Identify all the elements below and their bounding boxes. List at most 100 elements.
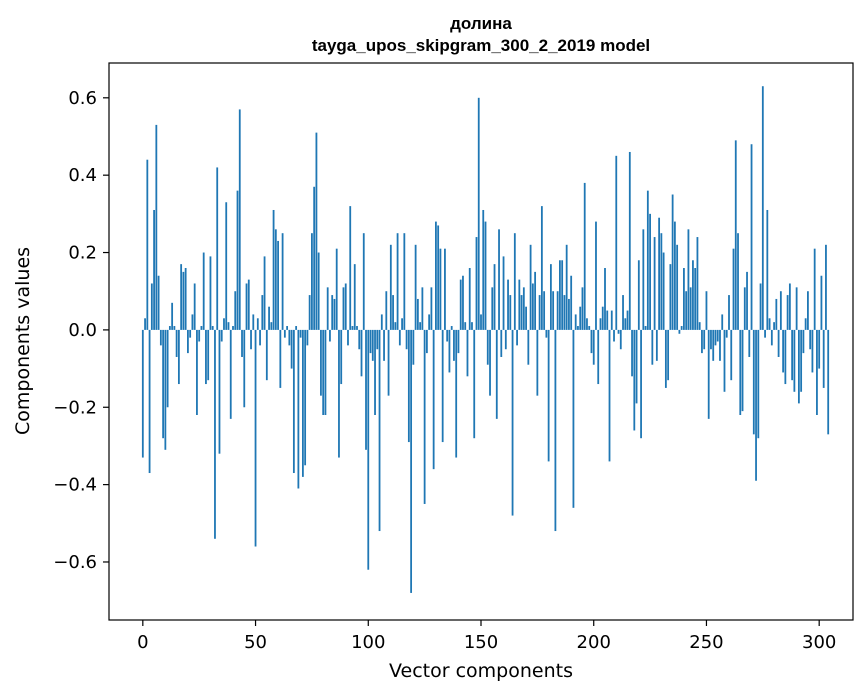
bar bbox=[270, 322, 273, 330]
bar bbox=[773, 322, 775, 330]
bar bbox=[184, 268, 187, 330]
bar bbox=[243, 329, 246, 408]
bar bbox=[703, 329, 706, 350]
bar bbox=[259, 329, 261, 346]
bar bbox=[795, 287, 798, 330]
bar bbox=[358, 329, 361, 350]
bar bbox=[477, 97, 480, 330]
bar bbox=[579, 306, 582, 330]
bar bbox=[311, 233, 313, 330]
bar bbox=[245, 283, 248, 330]
bar bbox=[286, 326, 289, 330]
bar bbox=[565, 244, 568, 330]
bar bbox=[435, 221, 437, 330]
bar bbox=[340, 329, 343, 385]
bar bbox=[608, 329, 611, 462]
y-tick-label: 0.6 bbox=[68, 88, 97, 109]
bar bbox=[770, 329, 773, 346]
bar bbox=[590, 329, 593, 354]
bar bbox=[750, 144, 753, 330]
bar bbox=[658, 217, 661, 330]
bar bbox=[308, 295, 311, 330]
bar bbox=[480, 314, 482, 330]
bar bbox=[653, 237, 656, 330]
bar bbox=[205, 329, 207, 385]
bar bbox=[196, 329, 198, 415]
bar bbox=[698, 322, 701, 330]
bar bbox=[687, 229, 690, 330]
bar bbox=[144, 318, 146, 330]
bar bbox=[279, 329, 282, 388]
bar bbox=[326, 287, 329, 330]
bar bbox=[730, 329, 733, 381]
bar bbox=[317, 252, 320, 330]
bar bbox=[538, 295, 541, 330]
bar bbox=[466, 329, 469, 377]
bar bbox=[689, 287, 692, 330]
bar bbox=[394, 322, 397, 330]
bar bbox=[351, 326, 354, 330]
bar bbox=[719, 329, 721, 361]
bar bbox=[396, 233, 399, 330]
bar bbox=[728, 295, 730, 330]
y-tick-label: −0.4 bbox=[53, 475, 97, 496]
bar bbox=[712, 329, 715, 361]
bar bbox=[739, 329, 742, 415]
bar bbox=[484, 221, 487, 330]
bar bbox=[387, 329, 390, 396]
bar bbox=[283, 329, 286, 338]
bar bbox=[374, 329, 376, 415]
bar bbox=[721, 314, 724, 330]
bar bbox=[788, 283, 791, 330]
bar bbox=[680, 326, 683, 330]
bar bbox=[277, 240, 279, 330]
bar bbox=[349, 206, 352, 330]
bar bbox=[252, 314, 255, 330]
bar bbox=[601, 306, 604, 330]
bar bbox=[220, 329, 223, 342]
bar bbox=[344, 283, 347, 330]
x-axis-ticks: 0 50 100 150 200 250 300 bbox=[137, 620, 836, 653]
bar bbox=[522, 287, 525, 330]
bar bbox=[581, 287, 584, 330]
bar bbox=[148, 329, 151, 474]
bar bbox=[791, 329, 794, 381]
bar bbox=[818, 329, 821, 369]
bar bbox=[250, 329, 252, 350]
bar bbox=[588, 326, 591, 330]
bar bbox=[234, 291, 237, 330]
bar bbox=[362, 233, 365, 330]
bar bbox=[256, 318, 259, 330]
bar bbox=[816, 329, 818, 415]
bar bbox=[766, 209, 769, 330]
bar bbox=[367, 329, 370, 570]
bar bbox=[157, 275, 160, 330]
bar bbox=[313, 186, 316, 330]
bar bbox=[376, 329, 379, 350]
y-axis-label: Components values bbox=[12, 247, 34, 435]
bar bbox=[683, 268, 685, 330]
bar bbox=[768, 318, 771, 330]
bar bbox=[536, 329, 539, 396]
bar bbox=[468, 268, 471, 330]
bar bbox=[613, 329, 615, 342]
bar bbox=[610, 310, 613, 330]
bar bbox=[378, 329, 381, 532]
bar bbox=[513, 233, 516, 330]
bar bbox=[153, 209, 155, 330]
bar bbox=[423, 329, 426, 504]
bar bbox=[604, 268, 606, 330]
bar bbox=[193, 283, 196, 330]
bar bbox=[784, 329, 787, 385]
bar bbox=[347, 329, 349, 346]
bar bbox=[509, 295, 512, 330]
bar bbox=[263, 256, 266, 330]
bar bbox=[692, 260, 694, 330]
bar bbox=[563, 295, 566, 330]
bars-group bbox=[141, 86, 830, 593]
bar bbox=[628, 151, 631, 330]
bar bbox=[746, 271, 748, 330]
bar bbox=[403, 233, 406, 330]
bar bbox=[491, 287, 494, 330]
bar bbox=[540, 206, 543, 330]
